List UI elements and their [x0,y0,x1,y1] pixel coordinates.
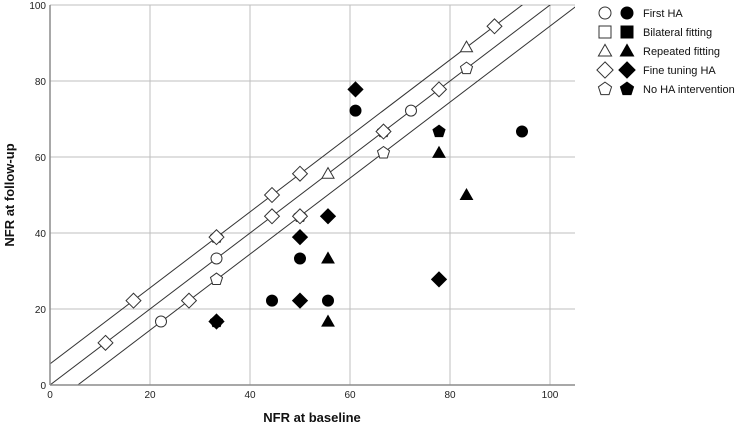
triangle-marker-icon [321,314,335,327]
x-tick-label: 40 [244,390,256,401]
reference-line-upper-bound [50,5,524,365]
pentagon-marker-icon [209,272,224,285]
diamond-marker-icon [263,186,281,204]
diamond-marker-icon [97,334,114,351]
pentagon-marker-icon [597,81,613,96]
circle-marker-icon [294,252,306,265]
circle-marker-icon [266,294,278,307]
circle-marker-icon [349,104,362,117]
triangle-marker-icon [321,166,335,179]
legend-label: No HA intervention [643,84,735,96]
diamond-marker-icon [347,81,364,98]
triangle-marker-icon [432,145,446,158]
series-diamond-open [97,18,503,351]
triangle-marker-icon [459,187,474,201]
series-circle-filled [266,104,528,307]
diamond-marker-icon [291,292,309,309]
series-circle-open [155,104,417,328]
y-tick-label: 80 [35,77,47,88]
legend-label: Fine tuning HA [643,65,716,77]
circle-marker-icon [516,125,528,138]
triangle-marker-icon [459,40,474,53]
y-tick-label: 100 [29,1,46,12]
pentagon-marker-icon [619,81,635,96]
diamond-marker-icon [319,208,337,225]
y-tick-label: 60 [35,153,47,164]
triangle-marker-icon [321,251,335,264]
circle-marker-icon [405,104,417,117]
diamond-marker-icon [486,18,503,35]
tick-labels: 0 20 40 60 80 100 0 20 40 60 80 100 [29,1,558,401]
triangle-marker-icon [619,43,635,57]
legend-item-diamond: Fine tuning HA [596,61,716,79]
legend: First HA Bilateral fitting Repeated fittin… [596,6,735,96]
x-tick-label: 20 [144,390,156,401]
data-points [97,18,528,351]
legend-item-triangle: Repeated fitting [597,43,720,58]
diamond-marker-icon [375,123,392,140]
legend-label: Repeated fitting [643,46,720,58]
diamond-marker-icon [618,61,636,79]
legend-item-square: Bilateral fitting [598,25,712,39]
triangle-marker-icon [597,43,613,57]
diamond-marker-icon [180,292,198,309]
diamond-marker-icon [430,271,448,288]
diamond-marker-icon [125,292,142,309]
axes [49,5,575,386]
square-marker-icon [620,25,634,39]
x-axis-title: NFR at baseline [263,410,361,425]
series-diamond-filled [208,81,448,330]
diamond-marker-icon [208,313,225,330]
grid-lines [50,4,575,385]
legend-label: First HA [643,8,683,20]
series-triangle-open [321,40,474,179]
circle-marker-icon [322,294,334,307]
pentagon-marker-icon [376,145,391,159]
y-tick-label: 20 [35,305,47,316]
diamond-marker-icon [208,229,225,246]
series-triangle-filled [321,145,474,327]
x-tick-label: 60 [344,390,356,401]
legend-item-circle: First HA [598,6,683,20]
circle-marker-icon [620,6,634,20]
circle-marker-icon [598,6,612,20]
diamond-marker-icon [263,208,281,225]
y-axis-title: NFR at follow-up [2,143,17,246]
diamond-marker-icon [291,165,309,182]
legend-item-pentagon: No HA intervention [597,81,735,96]
reference-line-identity [50,5,551,385]
diamond-marker-icon [291,208,309,225]
y-tick-label: 0 [40,381,46,392]
x-tick-label: 0 [47,390,53,401]
square-marker-icon [598,25,612,39]
pentagon-marker-icon [432,124,446,138]
diamond-marker-icon [291,229,309,246]
x-tick-label: 80 [444,390,456,401]
diamond-marker-icon [430,81,448,98]
circle-marker-icon [155,315,167,328]
y-tick-label: 40 [35,229,47,240]
legend-label: Bilateral fitting [643,27,712,39]
x-tick-label: 100 [542,390,559,401]
reference-lines [50,5,575,385]
reference-line-lower-bound [76,6,575,385]
diamond-marker-icon [596,61,614,79]
pentagon-marker-icon [459,61,474,75]
circle-marker-icon [210,252,223,265]
